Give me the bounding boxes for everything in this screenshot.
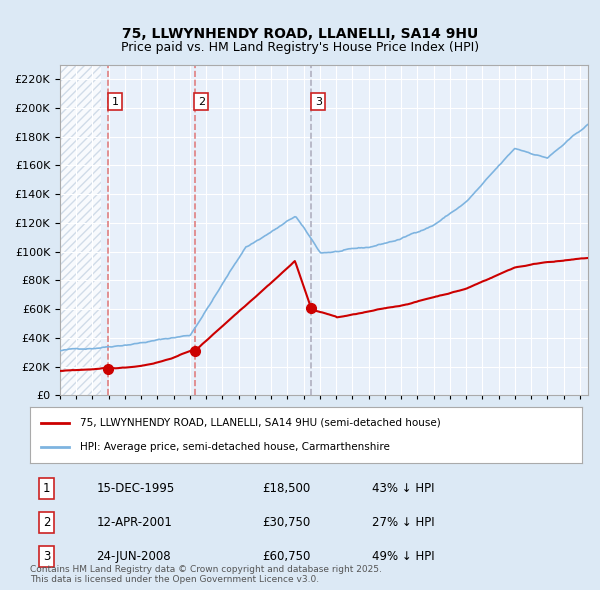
Text: 15-DEC-1995: 15-DEC-1995	[96, 481, 175, 494]
Text: Contains HM Land Registry data © Crown copyright and database right 2025.
This d: Contains HM Land Registry data © Crown c…	[30, 565, 382, 584]
Text: HPI: Average price, semi-detached house, Carmarthenshire: HPI: Average price, semi-detached house,…	[80, 442, 389, 453]
Text: £60,750: £60,750	[262, 550, 310, 563]
Text: 75, LLWYNHENDY ROAD, LLANELLI, SA14 9HU: 75, LLWYNHENDY ROAD, LLANELLI, SA14 9HU	[122, 27, 478, 41]
Text: 49% ↓ HPI: 49% ↓ HPI	[372, 550, 435, 563]
Text: 1: 1	[112, 97, 118, 107]
Text: £30,750: £30,750	[262, 516, 310, 529]
Text: £18,500: £18,500	[262, 481, 310, 494]
Text: 1: 1	[43, 481, 50, 494]
Text: 43% ↓ HPI: 43% ↓ HPI	[372, 481, 435, 494]
Text: 12-APR-2001: 12-APR-2001	[96, 516, 172, 529]
Text: Price paid vs. HM Land Registry's House Price Index (HPI): Price paid vs. HM Land Registry's House …	[121, 41, 479, 54]
Text: 75, LLWYNHENDY ROAD, LLANELLI, SA14 9HU (semi-detached house): 75, LLWYNHENDY ROAD, LLANELLI, SA14 9HU …	[80, 418, 440, 428]
Text: 3: 3	[315, 97, 322, 107]
Text: 2: 2	[198, 97, 205, 107]
Bar	[60, 65, 101, 395]
Text: 2: 2	[43, 516, 50, 529]
Text: 3: 3	[43, 550, 50, 563]
Text: 24-JUN-2008: 24-JUN-2008	[96, 550, 171, 563]
Text: 27% ↓ HPI: 27% ↓ HPI	[372, 516, 435, 529]
